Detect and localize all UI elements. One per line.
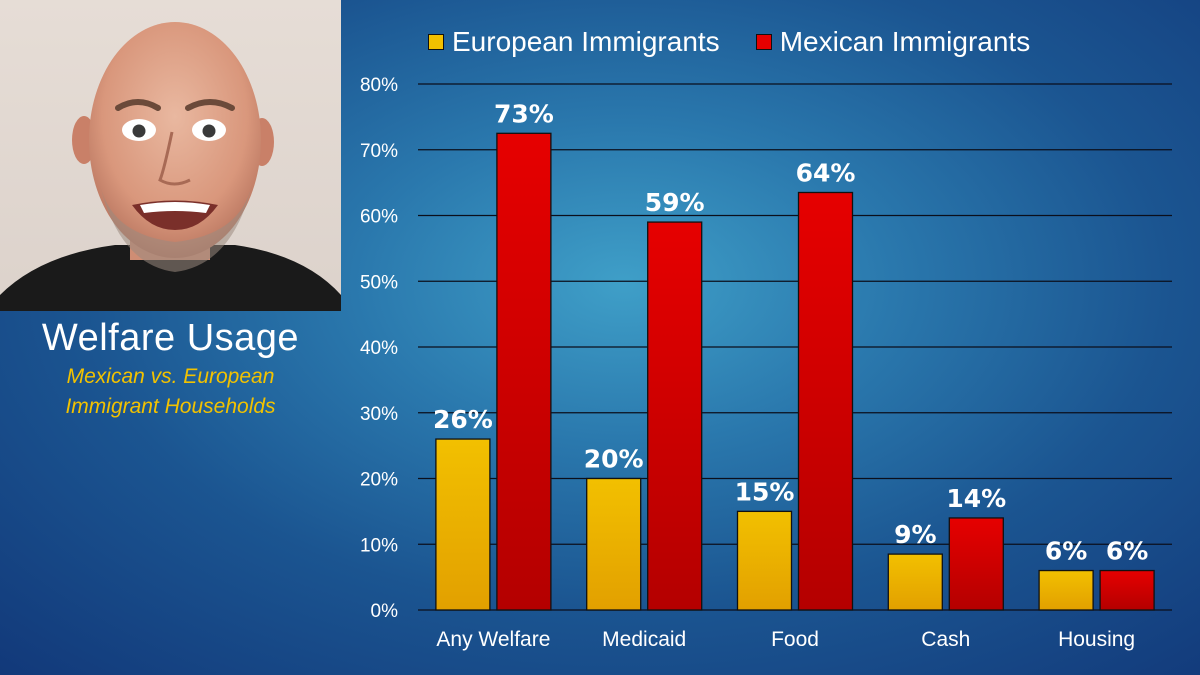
bar-mexican-food bbox=[797, 191, 854, 611]
y-tick-10: 10% bbox=[360, 535, 398, 556]
data-label-european-any-welfare: 26% bbox=[433, 405, 493, 434]
bar-european-medicaid bbox=[586, 477, 642, 611]
y-tick-50: 50% bbox=[360, 272, 398, 293]
bar-european-any-welfare bbox=[435, 438, 491, 611]
legend-item-european: European Immigrants bbox=[428, 26, 720, 58]
bar-mexican-cash bbox=[948, 517, 1004, 611]
data-label-mexican-any-welfare: 73% bbox=[494, 99, 554, 128]
side-panel: Welfare Usage Mexican vs. European Immig… bbox=[0, 316, 341, 420]
legend-item-mexican: Mexican Immigrants bbox=[755, 26, 1031, 58]
presenter-video bbox=[0, 0, 341, 311]
category-label-medicaid: Medicaid bbox=[602, 628, 686, 651]
category-label-any-welfare: Any Welfare bbox=[436, 628, 550, 651]
data-label-european-food: 15% bbox=[735, 477, 795, 506]
side-subtitle-line-1: Mexican vs. European bbox=[66, 365, 275, 388]
presenter-figure bbox=[0, 22, 341, 311]
bar-european-housing bbox=[1038, 569, 1094, 611]
category-label-food: Food bbox=[771, 628, 819, 651]
data-label-european-cash: 9% bbox=[894, 520, 936, 549]
data-label-european-housing: 6% bbox=[1045, 537, 1087, 566]
legend-swatch-european bbox=[428, 34, 444, 50]
data-label-mexican-food: 64% bbox=[796, 158, 856, 187]
bar-european-food bbox=[736, 510, 793, 611]
data-labels: 26% 73% 20% 59% 15% 64% 9% 14% 6% 6% bbox=[433, 99, 1148, 565]
y-tick-30: 30% bbox=[360, 404, 398, 425]
bar-mexican-medicaid bbox=[647, 221, 703, 611]
category-label-housing: Housing bbox=[1058, 628, 1135, 651]
category-label-cash: Cash bbox=[921, 628, 970, 651]
data-label-mexican-housing: 6% bbox=[1106, 537, 1148, 566]
data-label-mexican-medicaid: 59% bbox=[645, 188, 705, 217]
bars bbox=[435, 132, 1155, 611]
bar-mexican-any-welfare bbox=[496, 132, 552, 611]
bar-mexican-housing bbox=[1099, 569, 1155, 611]
x-axis-categories: Any Welfare Medicaid Food Cash Housing bbox=[436, 628, 1135, 651]
side-subtitle-line-2: Immigrant Households bbox=[65, 395, 276, 418]
y-tick-20: 20% bbox=[360, 470, 398, 491]
chart-legend: European Immigrants Mexican Immigrants bbox=[428, 24, 1030, 60]
y-tick-70: 70% bbox=[360, 141, 398, 162]
bar-european-cash bbox=[887, 553, 943, 611]
y-tick-60: 60% bbox=[360, 207, 398, 228]
data-label-mexican-cash: 14% bbox=[946, 484, 1006, 513]
legend-swatch-mexican bbox=[755, 34, 772, 50]
y-tick-40: 40% bbox=[360, 338, 398, 359]
side-title: Welfare Usage bbox=[41, 317, 300, 359]
y-tick-0: 0% bbox=[371, 601, 399, 622]
y-tick-80: 80% bbox=[360, 75, 398, 96]
y-axis-ticks: 0% 10% 20% 30% 40% 50% 60% 70% 80% bbox=[360, 75, 398, 622]
legend-label-mexican: Mexican Immigrants bbox=[779, 26, 1031, 57]
legend-label-european: European Immigrants bbox=[452, 26, 720, 57]
data-label-european-medicaid: 20% bbox=[584, 445, 644, 474]
